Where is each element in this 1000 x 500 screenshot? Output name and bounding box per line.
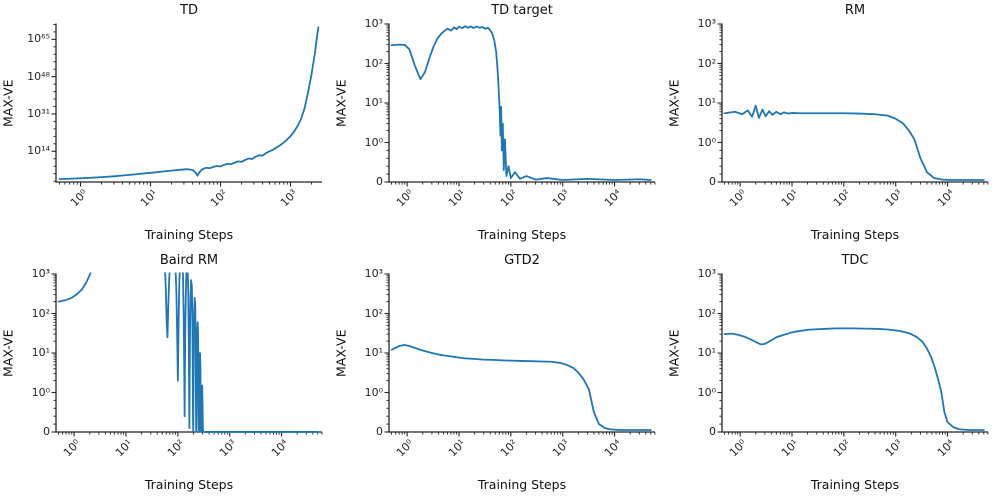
x-axis-label: Training Steps: [810, 477, 900, 492]
y-tick-label: 10⁰: [31, 385, 50, 399]
y-axis-label: MAX-VE: [0, 329, 16, 377]
y-axis-label: MAX-VE: [0, 79, 16, 127]
subplot-tdc: TDC MAX-VE 10⁰ 10¹ 10² 10³ 10⁴ 0 10⁰ 10¹ 10² 10³ …: [666, 250, 999, 500]
y-tick-label: 10³: [31, 267, 50, 280]
x-axis-label: Training Steps: [477, 477, 567, 492]
plot-area: 10⁰ 10¹ 10² 10³ 10⁴ 0 10⁰ 10¹ 10² 10³: [698, 267, 989, 459]
x-axis-label: Training Steps: [810, 227, 900, 242]
y-tick-label: 0: [709, 175, 716, 188]
y-tick-label: 10⁰: [697, 385, 716, 399]
chart-title: TD: [180, 3, 198, 18]
chart-canvas: [51, 272, 323, 437]
y-tick-label: 10³: [364, 267, 383, 280]
y-tick-label: 10¹: [364, 346, 383, 359]
chart-canvas: [717, 273, 989, 437]
plot-area: 10⁰ 10¹ 10² 10³ 10⁴ 0 10⁰ 10¹ 10² 10³: [365, 17, 656, 209]
y-tick-label: 10¹⁴: [27, 144, 50, 158]
plot-area: 10⁰ 10¹ 10² 10³ 10⁴ 0 10⁰ 10¹ 10² 10³: [32, 267, 323, 459]
y-axis-label: MAX-VE: [666, 329, 682, 377]
y-tick-label: 10¹: [364, 96, 383, 109]
subplot-rm: RM MAX-VE 10⁰ 10¹ 10² 10³ 10⁴ 0 10⁰ 10¹ 10² 10³ T…: [666, 0, 999, 250]
chart-title: TD target: [491, 3, 553, 18]
y-tick-label: 0: [376, 425, 383, 438]
chart-title: TDC: [841, 253, 869, 268]
chart-canvas: [717, 23, 989, 187]
y-tick-label: 10³: [697, 267, 716, 280]
chart-canvas: [51, 23, 322, 187]
subplot-gtd2: GTD2 MAX-VE 10⁰ 10¹ 10² 10³ 10⁴ 0 10⁰ 10¹ 10² 10³…: [333, 250, 666, 500]
x-axis-label: Training Steps: [144, 227, 234, 242]
y-tick-label: 10³: [364, 17, 383, 30]
y-tick-label: 10²: [364, 56, 383, 70]
plot-area: 10⁰ 10¹ 10² 10³ 10⁴ 0 10⁰ 10¹ 10² 10³: [698, 17, 989, 209]
y-tick-label: 10⁰: [364, 135, 383, 149]
y-tick-label: 10²: [31, 306, 50, 320]
y-tick-label: 10²: [697, 56, 716, 70]
y-tick-label: 0: [709, 425, 716, 438]
y-tick-label: 0: [376, 175, 383, 188]
x-axis-label: Training Steps: [477, 227, 567, 242]
data-line: [390, 25, 652, 181]
data-line: [390, 344, 652, 431]
y-tick-label: 0: [43, 425, 50, 438]
y-axis-label: MAX-VE: [333, 79, 349, 127]
chart-title: Baird RM: [159, 253, 219, 268]
y-tick-label: 10⁰: [697, 135, 716, 149]
y-tick-label: 10⁴⁸: [27, 69, 50, 83]
plot-area: 10⁰ 10¹ 10² 10³ 10¹⁴ 10³¹ 10⁴⁸ 10⁶⁵: [27, 23, 322, 209]
chart-canvas: [384, 23, 656, 187]
plot-area: 10⁰ 10¹ 10² 10³ 10⁴ 0 10⁰ 10¹ 10² 10³: [365, 267, 656, 459]
subplot-baird-rm: Baird RM MAX-VE 10⁰ 10¹ 10² 10³ 10⁴ 0 10⁰ 10¹ 10…: [0, 250, 333, 500]
data-line: [57, 272, 319, 433]
y-tick-label: 10¹: [31, 346, 50, 359]
y-tick-label: 10⁶⁵: [27, 32, 50, 46]
chart-canvas: [384, 273, 656, 437]
y-tick-label: 10¹: [697, 96, 716, 109]
data-line: [723, 327, 985, 431]
subplot-td: TD MAX-VE 10⁰ 10¹ 10² 10³ 10¹⁴ 10³¹ 10⁴⁸ 10⁶⁵ T…: [0, 0, 333, 250]
y-tick-label: 10¹: [697, 346, 716, 359]
chart-title: RM: [844, 3, 866, 18]
x-axis-label: Training Steps: [144, 477, 234, 492]
subplot-td-target: TD target MAX-VE 10⁰ 10¹ 10² 10³ 10⁴ 0 10⁰ 10¹ 1…: [333, 0, 666, 250]
y-axis-label: MAX-VE: [666, 79, 682, 127]
y-tick-label: 10²: [364, 306, 383, 320]
data-line: [58, 26, 320, 181]
y-tick-label: 10⁰: [364, 385, 383, 399]
y-tick-label: 10³¹: [27, 106, 50, 120]
y-tick-label: 10³: [697, 17, 716, 30]
data-line: [723, 104, 985, 181]
y-tick-label: 10²: [697, 306, 716, 320]
chart-title: GTD2: [504, 253, 540, 268]
y-axis-label: MAX-VE: [333, 329, 349, 377]
